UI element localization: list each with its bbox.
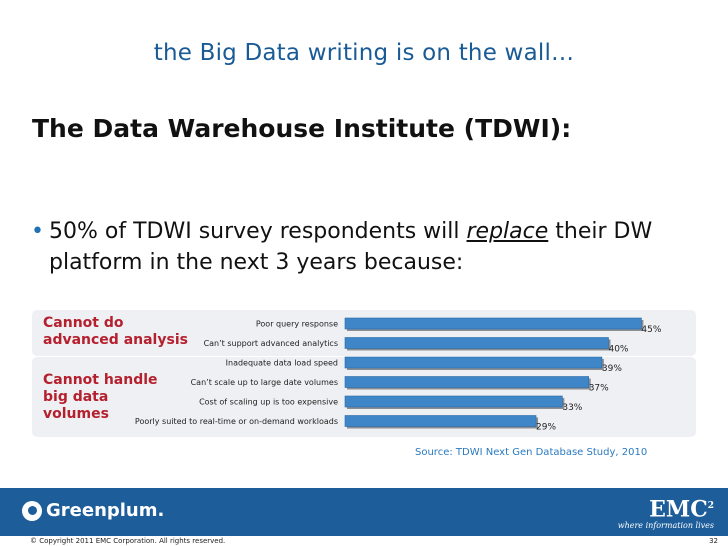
bar-value-label: 33% (562, 403, 582, 413)
bullet-emphasis: replace (466, 219, 549, 244)
bullet-text: 50% of TDWI survey respondents will repl… (31, 216, 711, 278)
bullet-text-before: 50% of TDWI survey respondents will (49, 219, 467, 244)
bar-label: Poorly suited to real-time or on-demand … (135, 417, 338, 426)
copyright-notice: © Copyright 2011 EMC Corporation. All ri… (30, 537, 226, 545)
slide-heading: The Data Warehouse Institute (TDWI): (32, 114, 572, 143)
bar-label: Inadequate data load speed (226, 359, 338, 368)
group-label-analysis: Cannot do advanced analysis (43, 315, 188, 348)
bullet-text-after: their DW platform in the next 3 years be… (49, 219, 653, 275)
bar-value-label: 45% (641, 325, 661, 335)
bullet-point: • 50% of TDWI survey respondents will re… (31, 216, 711, 278)
bar-label: Can’t scale up to large date volumes (191, 378, 338, 387)
emc-tagline: where information lives (617, 521, 714, 531)
bar-value-label: 40% (608, 345, 628, 355)
bar (344, 415, 537, 427)
bullet-symbol: • (31, 219, 44, 244)
bar-value-label: 29% (536, 423, 556, 433)
emc-wordmark: EMC2 (618, 494, 714, 521)
emc-word-text: EMC (649, 496, 708, 523)
slide-title: the Big Data writing is on the wall… (153, 40, 575, 66)
bar (344, 337, 609, 349)
footer-bar (0, 488, 728, 536)
greenplum-icon (22, 500, 42, 521)
emc-logo: EMC2 where information lives (618, 494, 714, 531)
bar (344, 317, 642, 330)
bar (344, 376, 590, 388)
bar-label: Poor query response (256, 320, 338, 329)
bar-label: Cost of scaling up is too expensive (199, 398, 338, 407)
group-label-volumes: Cannot handle big data volumes (43, 372, 158, 422)
bar (344, 395, 563, 408)
bar-value-label: 37% (589, 384, 609, 394)
bar-label: Can’t support advanced analytics (204, 339, 338, 348)
source-note: Source: TDWI Next Gen Database Study, 20… (415, 447, 648, 458)
greenplum-logo: Greenplum. (22, 500, 164, 521)
greenplum-wordmark: Greenplum. (46, 500, 165, 521)
page-number: 32 (709, 537, 718, 545)
bar-value-label: 39% (602, 364, 622, 374)
bar (344, 356, 603, 369)
emc-sup: 2 (707, 501, 714, 511)
